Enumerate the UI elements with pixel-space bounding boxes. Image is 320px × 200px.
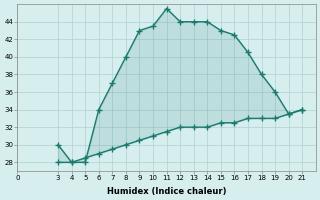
X-axis label: Humidex (Indice chaleur): Humidex (Indice chaleur) — [107, 187, 226, 196]
